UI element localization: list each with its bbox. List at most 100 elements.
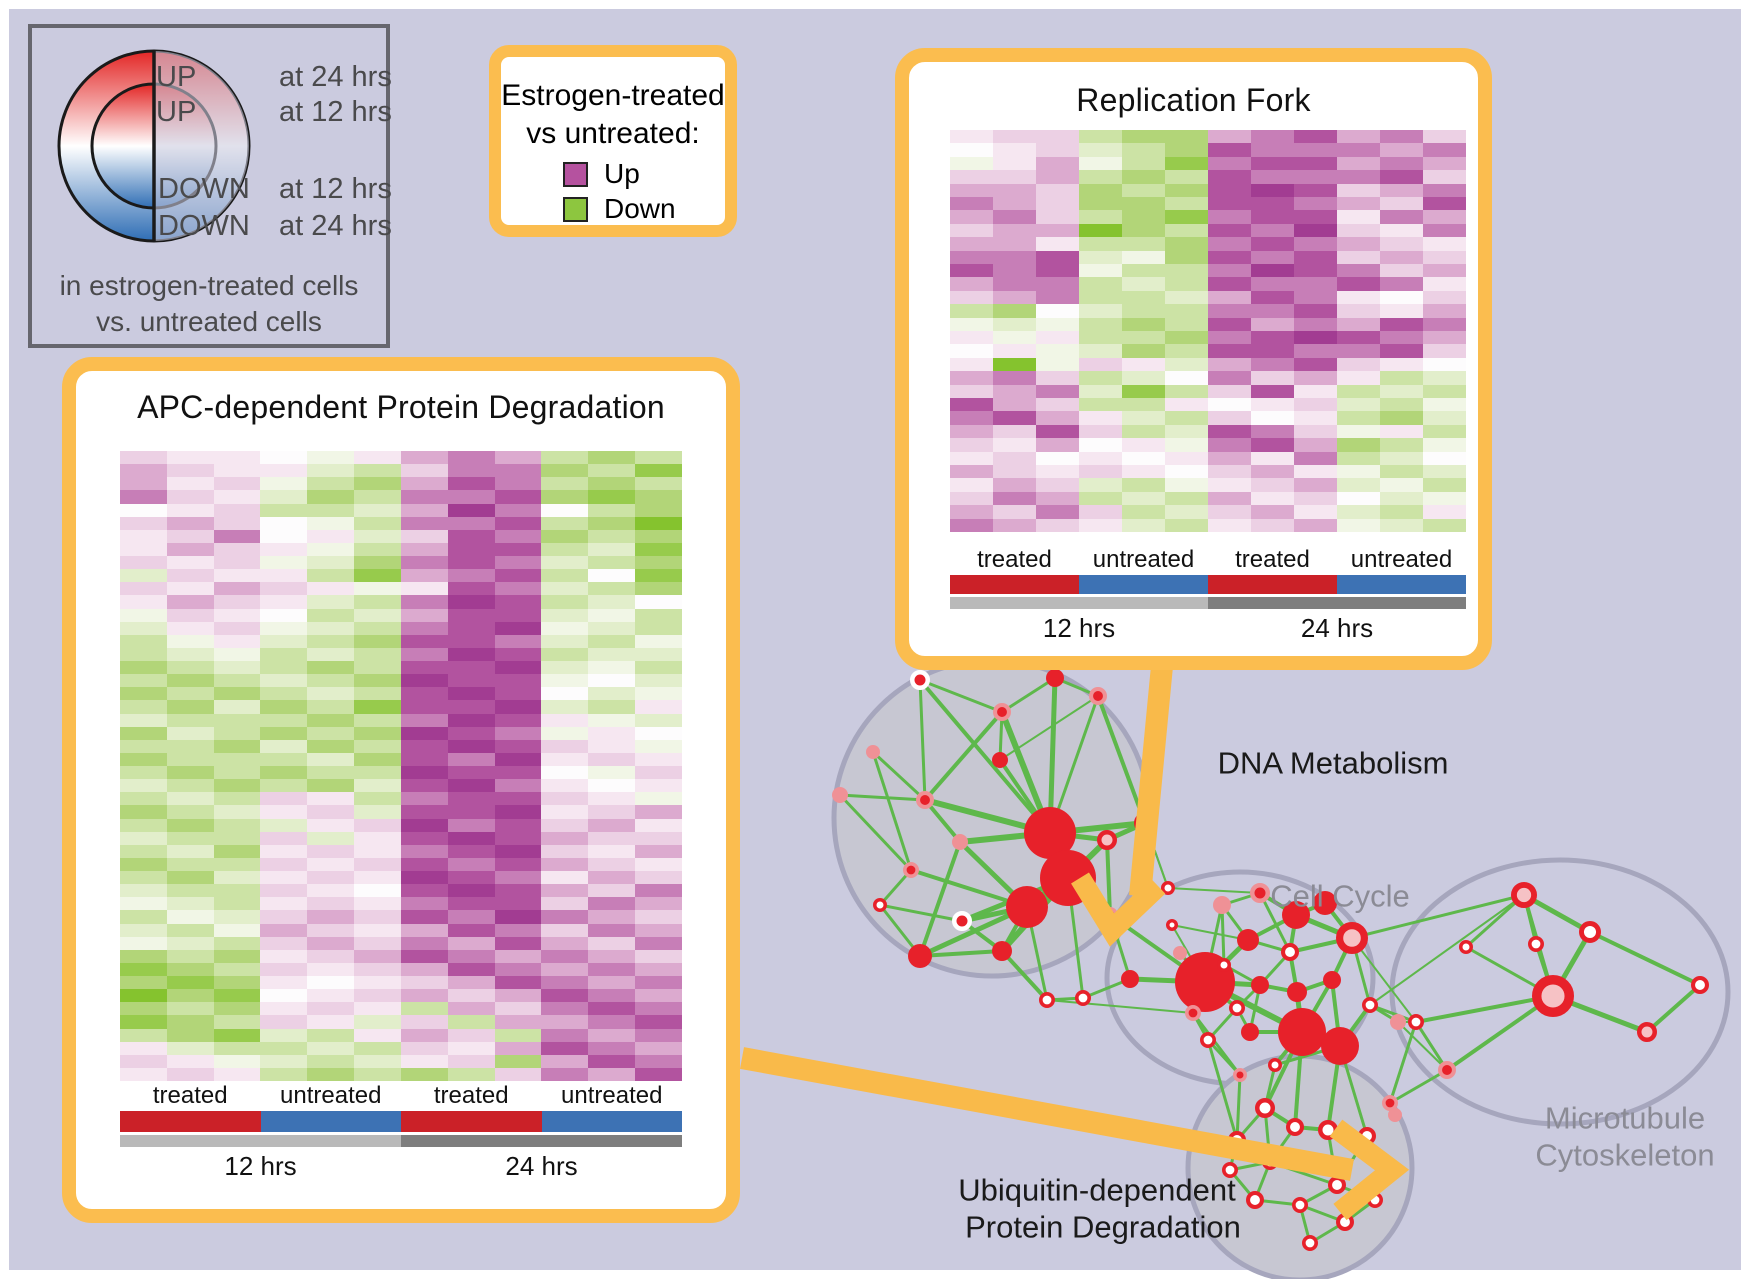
- heatmap-cell: [635, 976, 682, 990]
- heatmap-cell: [588, 779, 636, 793]
- heatmap-cell: [260, 831, 308, 845]
- heatmap-cell: [120, 556, 167, 570]
- heatmap-cell: [120, 713, 167, 727]
- estrogen-legend-title-line1: Estrogen-treated: [501, 79, 725, 112]
- heatmap-cell: [1208, 478, 1251, 492]
- heatmap-cell: [541, 989, 589, 1003]
- heatmap-cell: [494, 818, 542, 832]
- heatmap-cell: [1036, 170, 1079, 184]
- heatmap-cell: [447, 897, 495, 911]
- time-label: at 24 hrs: [279, 210, 392, 242]
- heatmap-cell: [1079, 438, 1122, 452]
- heatmap-cell: [494, 949, 542, 963]
- heatmap-cell: [1294, 357, 1337, 372]
- heatmap-cell: [307, 818, 355, 832]
- heatmap-cell: [1380, 438, 1423, 452]
- heatmap-cell: [447, 490, 495, 504]
- heatmap-cell: [307, 1041, 355, 1055]
- heatmap-cell: [588, 1054, 636, 1068]
- heatmap-cell: [400, 595, 448, 609]
- heatmap-cell: [494, 884, 542, 898]
- heatmap-cell: [1294, 183, 1337, 197]
- heatmap-cell: [400, 1015, 448, 1029]
- heatmap-cell: [166, 1002, 214, 1016]
- heatmap-cell: [354, 674, 401, 688]
- heatmap-cell: [1337, 290, 1380, 305]
- heatmap-cell: [1122, 357, 1165, 372]
- heatmap-cell: [588, 608, 636, 622]
- heatmap-cell: [588, 805, 636, 819]
- heatmap-cell: [494, 516, 542, 530]
- network-edge: [1351, 937, 1417, 1023]
- heatmap-cell: [213, 989, 261, 1003]
- heatmap-cell: [1079, 357, 1122, 372]
- condition-label: treated: [977, 546, 1052, 573]
- heatmap-cell: [1380, 290, 1423, 305]
- heatmap-cell: [213, 752, 261, 766]
- network-edge: [838, 793, 913, 872]
- heatmap-cell: [1423, 210, 1466, 224]
- heatmap-cell: [635, 844, 682, 858]
- estrogen-legend-box: Estrogen-treated vs untreated: Up Down: [489, 45, 737, 237]
- heatmap-cell: [1079, 250, 1122, 264]
- network-edge: [1369, 1003, 1417, 1024]
- heatmap-cell: [166, 752, 214, 766]
- heatmap-cell: [213, 844, 261, 858]
- heatmap-cell: [1294, 344, 1337, 358]
- heatmap-cell: [400, 818, 448, 832]
- heatmap-cell: [541, 949, 589, 963]
- heatmap-cell: [166, 661, 214, 675]
- heatmap-cell: [260, 661, 308, 675]
- heatmap-cell: [1208, 223, 1251, 238]
- heatmap-cell: [494, 608, 542, 622]
- heatmap-cell: [447, 1015, 495, 1029]
- arrow-to-ubiquitin-cluster-shaft: [740, 1047, 1354, 1181]
- heatmap-cell: [447, 1067, 495, 1081]
- heatmap-cell: [494, 752, 542, 766]
- heatmap-cell: [260, 857, 308, 871]
- replication-fork-title: Replication Fork: [1076, 82, 1311, 118]
- heatmap-cell: [307, 726, 355, 740]
- heatmap-cell: [1122, 371, 1165, 385]
- network-node: [1335, 921, 1368, 954]
- heatmap-cell: [1208, 210, 1251, 224]
- heatmap-cell: [354, 792, 401, 806]
- heatmap-cell: [354, 1067, 401, 1081]
- heatmap-cell: [1036, 438, 1079, 452]
- heatmap-cell: [166, 949, 214, 963]
- heatmap-cell: [635, 752, 682, 766]
- heatmap-cell: [307, 621, 355, 635]
- heatmap-cell: [1337, 223, 1380, 238]
- network-edge: [1258, 892, 1292, 953]
- heatmap-cell: [166, 608, 214, 622]
- heatmap-cell: [307, 949, 355, 963]
- heatmap-cell: [541, 634, 589, 648]
- heatmap-cell: [120, 1002, 167, 1016]
- heatmap-cell: [400, 962, 448, 976]
- network-node: [1046, 669, 1064, 687]
- heatmap-cell: [588, 661, 636, 675]
- heatmap-cell: [993, 277, 1036, 291]
- heatmap-cell: [354, 1054, 401, 1068]
- heatmap-cell: [120, 1015, 167, 1029]
- heatmap-cell: [166, 844, 214, 858]
- heatmap-cell: [1079, 424, 1122, 439]
- heatmap-cell: [1294, 196, 1337, 211]
- heatmap-cell: [1122, 196, 1165, 211]
- heatmap-cell: [166, 923, 214, 937]
- heatmap-cell: [447, 857, 495, 871]
- network-node: [908, 944, 932, 968]
- heatmap-cell: [213, 792, 261, 806]
- heatmap-cell: [260, 989, 308, 1003]
- heatmap-cell: [1294, 438, 1337, 452]
- heatmap-cell: [260, 818, 308, 832]
- heatmap-cell: [494, 647, 542, 661]
- heatmap-cell: [1122, 384, 1165, 398]
- network-node: [916, 791, 935, 810]
- heatmap-cell: [1251, 371, 1294, 385]
- heatmap-cell: [166, 687, 214, 701]
- cluster-label2-ubiquitin-protein-degradation: Protein Degradation: [965, 1210, 1241, 1245]
- heatmap-cell: [494, 687, 542, 701]
- heatmap-cell: [494, 897, 542, 911]
- network-edge: [1397, 1021, 1448, 1071]
